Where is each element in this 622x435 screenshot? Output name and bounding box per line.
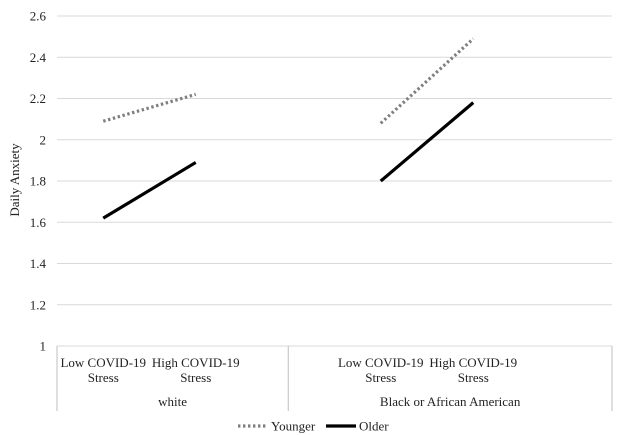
series-line-younger <box>379 37 475 125</box>
axes: Daily Anxiety <box>7 143 22 217</box>
series-line-older <box>102 161 197 220</box>
y-tick-labels: 1 1.2 1.4 1.6 1.8 2 2.2 2.4 2.6 <box>30 9 47 354</box>
x-tick-label: Stress <box>180 370 211 385</box>
legend: Younger Older <box>238 419 389 434</box>
gridlines <box>57 15 612 347</box>
x-tick-label: Low COVID-19 <box>338 355 424 370</box>
y-tick-label: 1.2 <box>30 297 46 312</box>
x-tick-label: Stress <box>458 370 489 385</box>
series-lines <box>102 37 475 220</box>
x-tick-label: Stress <box>365 370 396 385</box>
series-line-older <box>379 101 475 183</box>
series-line-younger <box>102 92 197 123</box>
y-tick-label: 1.8 <box>30 174 46 189</box>
legend-label: Younger <box>271 419 316 434</box>
group-label: white <box>158 394 187 409</box>
y-tick-label: 1.4 <box>30 256 47 271</box>
x-tick-label: Stress <box>88 370 119 385</box>
y-tick-label: 2.2 <box>30 91 46 106</box>
legend-label: Older <box>359 419 389 434</box>
y-tick-label: 1 <box>40 339 47 354</box>
x-tick-label: High COVID-19 <box>152 355 240 370</box>
x-tick-label: High COVID-19 <box>429 355 517 370</box>
y-tick-label: 2.4 <box>30 50 47 65</box>
y-tick-label: 2.6 <box>30 9 47 24</box>
x-tick-label: Low COVID-19 <box>60 355 146 370</box>
y-tick-label: 1.6 <box>30 215 47 230</box>
y-axis-label: Daily Anxiety <box>7 143 22 217</box>
y-tick-label: 2 <box>40 132 47 147</box>
group-label: Black or African American <box>380 394 521 409</box>
